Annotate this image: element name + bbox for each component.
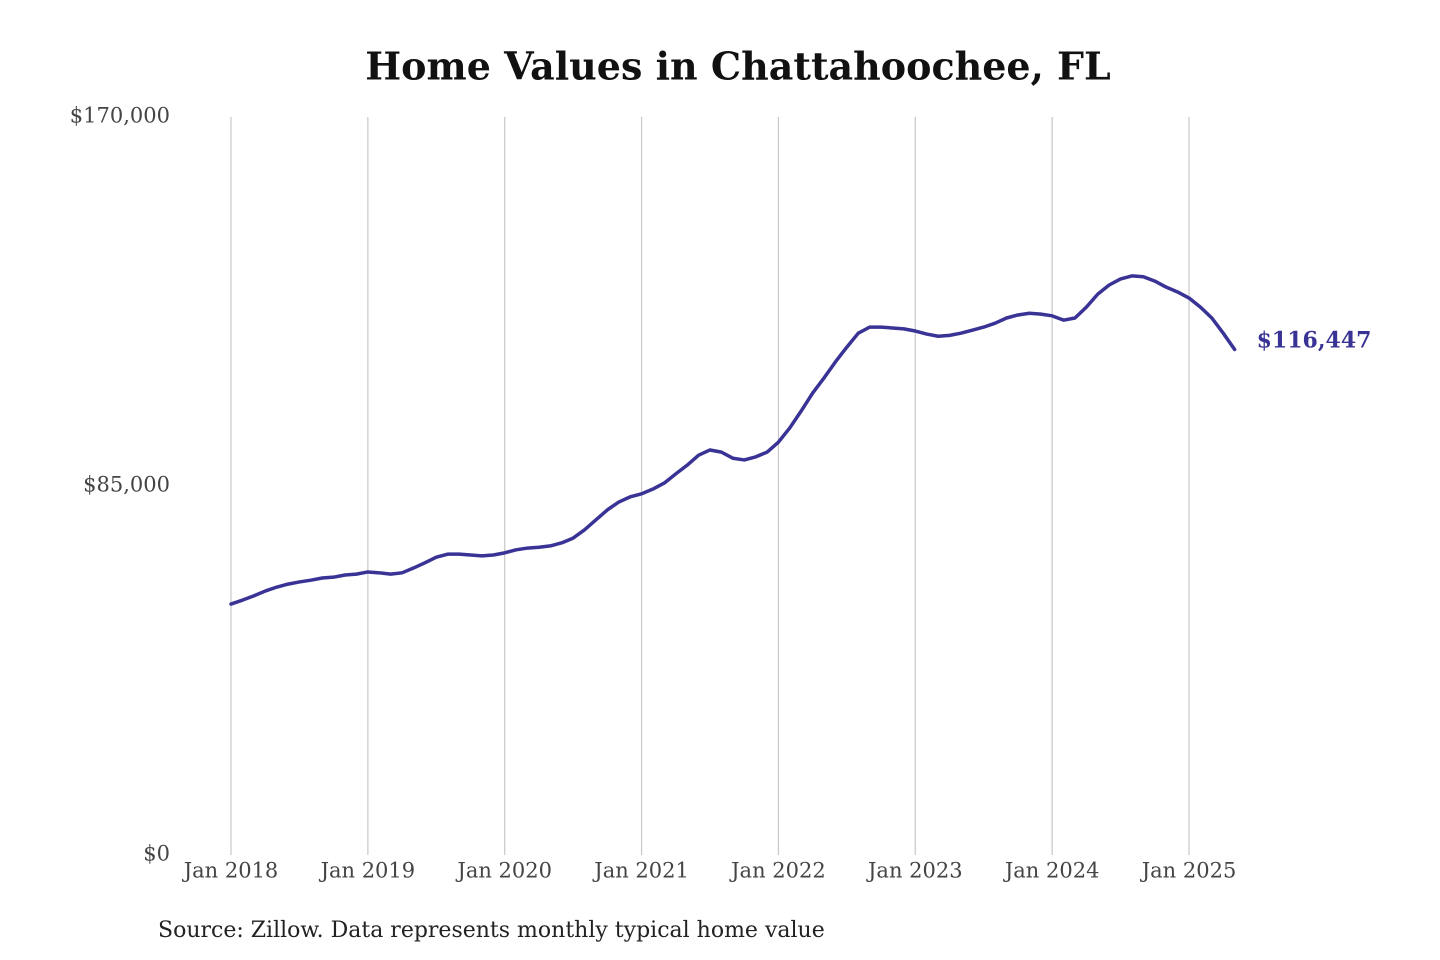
x-tick-label: Jan 2019 — [319, 859, 416, 883]
x-tick-label: Jan 2023 — [866, 859, 963, 883]
x-tick-label: Jan 2022 — [729, 859, 826, 883]
y-tick-label: $170,000 — [70, 104, 170, 128]
x-tick-label: Jan 2018 — [182, 859, 279, 883]
y-tick-label: $0 — [143, 842, 170, 866]
data-label: $116,447 — [1257, 327, 1372, 353]
x-tick-label: Jan 2021 — [592, 859, 689, 883]
chart-title: Home Values in Chattahoochee, FL — [365, 44, 1110, 89]
x-tick-label: Jan 2024 — [1003, 859, 1100, 883]
line-series — [229, 274, 1237, 606]
x-tick-label: Jan 2020 — [455, 859, 552, 883]
source-note: Source: Zillow. Data represents monthly … — [158, 918, 825, 943]
x-tick-label: Jan 2025 — [1140, 859, 1237, 883]
y-tick-label: $85,000 — [83, 473, 170, 497]
